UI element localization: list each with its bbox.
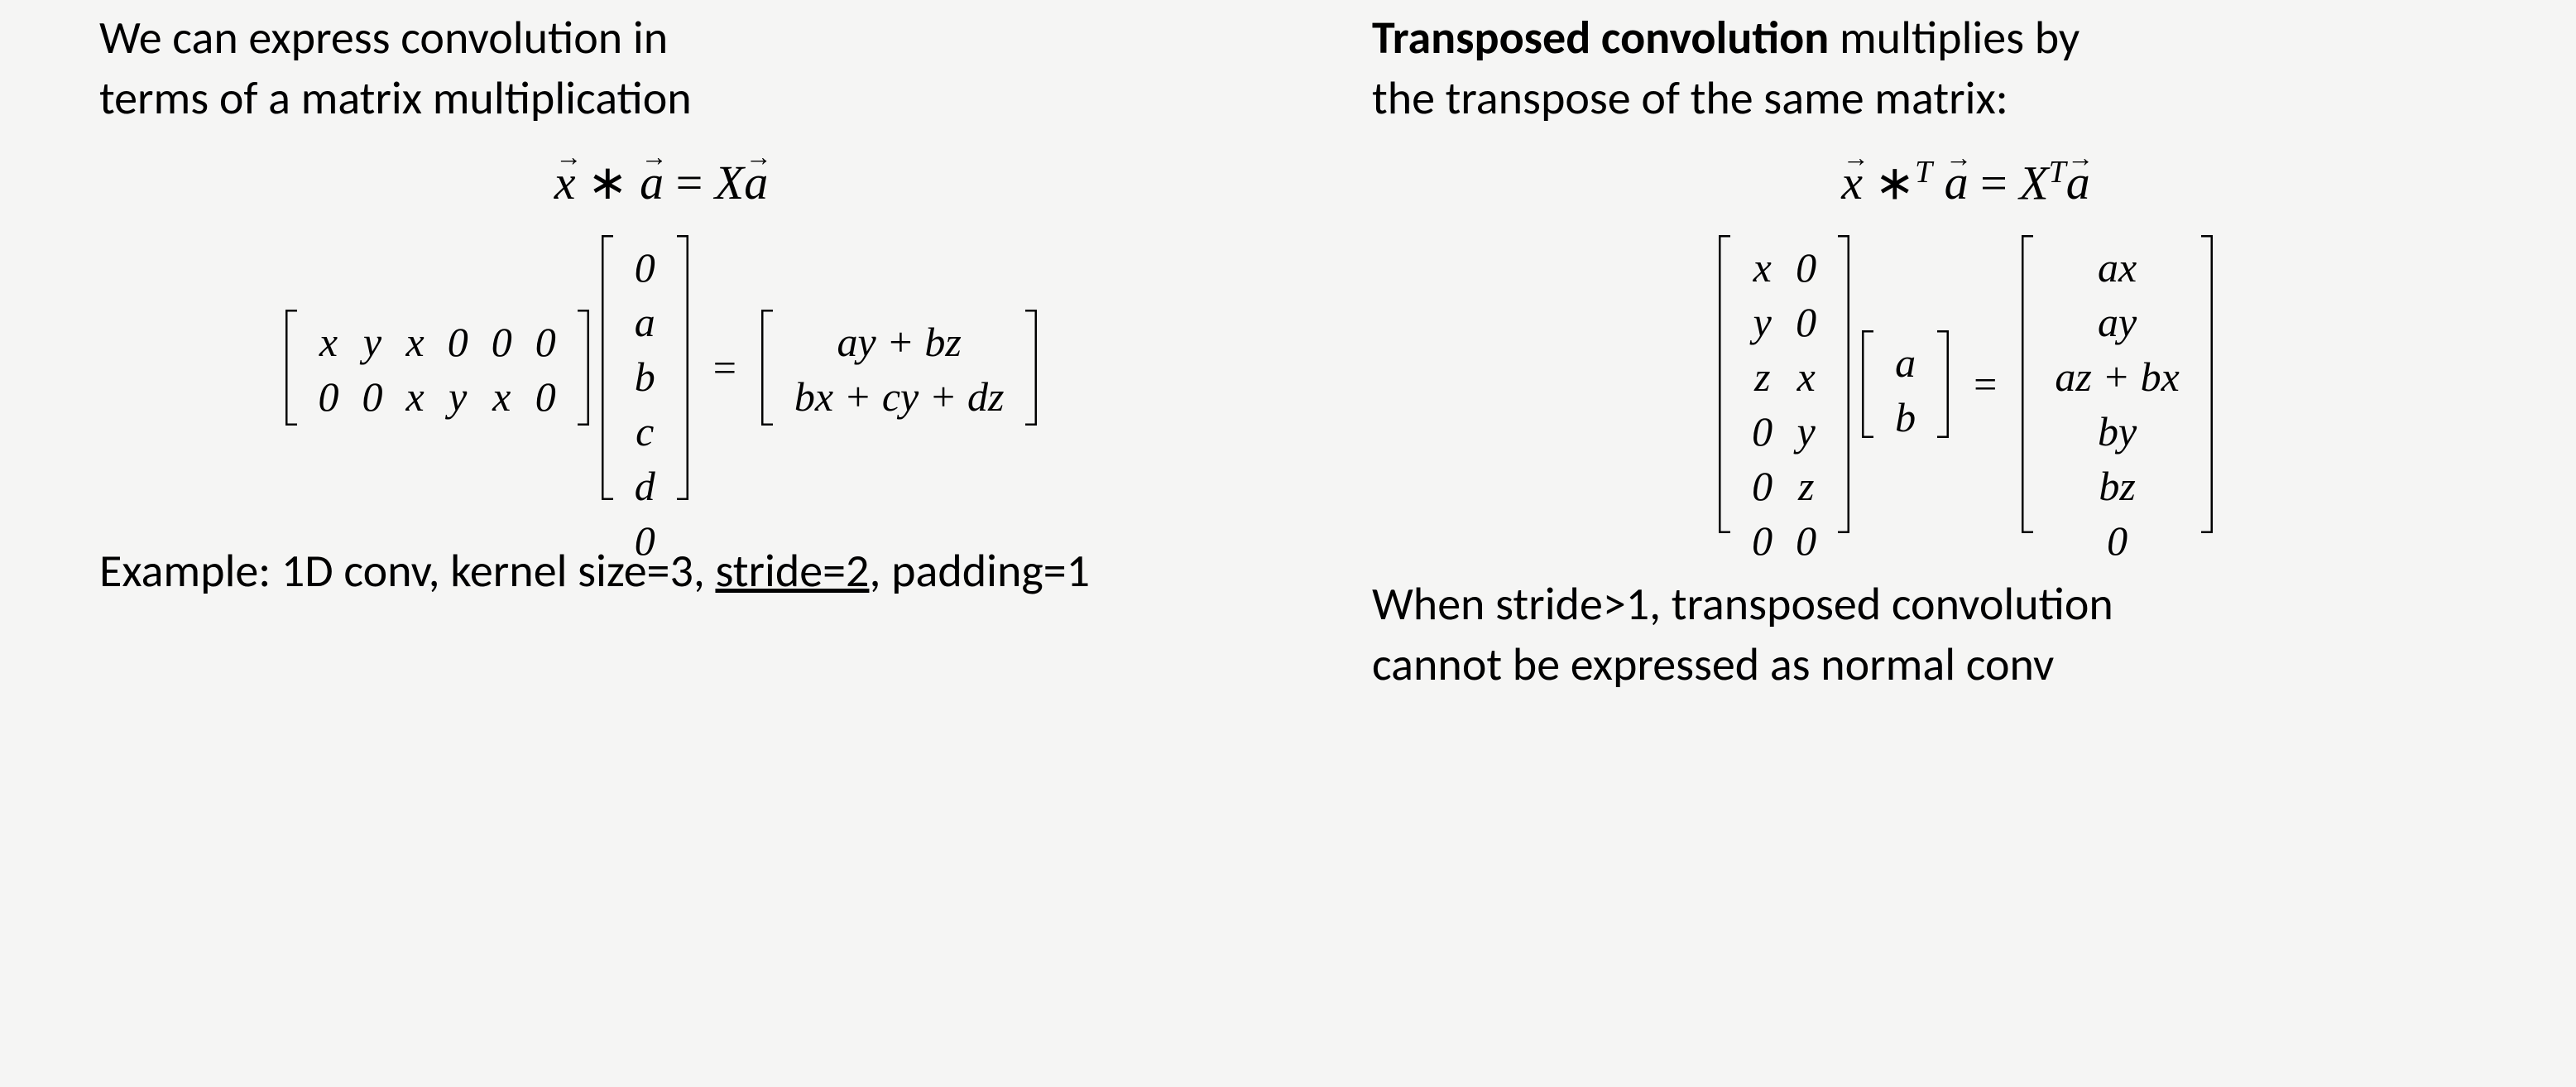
matrix-cell: 0 (524, 369, 568, 424)
right-intro-bold: Transposed convolution (1372, 10, 1829, 66)
vec-x: x (554, 155, 576, 210)
matrix-cell: x (1742, 240, 1783, 295)
matrix-X-r: X (2019, 156, 2048, 209)
left-footer-underlined: stride=2 (715, 543, 869, 599)
matrix-cell: a (623, 295, 667, 349)
matrix-cell: a (1883, 335, 1927, 390)
right-matrix-equation: x0y0zx0y0z00 ab = axayaz + bxbybz0 (1372, 235, 2559, 533)
sup-T-2: T (2049, 155, 2066, 190)
matrix-cell: b (623, 349, 667, 404)
left-intro-line2: terms of a matrix multiplication (99, 70, 692, 127)
matrix-cell: d (623, 459, 667, 513)
right-footer: When stride>1, transposed convolution ca… (1372, 575, 2559, 695)
conv-op-r: ∗ (1874, 156, 1915, 209)
eq-sign-r: = (1980, 156, 2008, 209)
matrix-cell: bx + cy + dz (783, 369, 1016, 424)
matrix-cell: x (308, 315, 349, 369)
left-intro-line1: We can express convolution in (99, 10, 668, 66)
matrix-cell: c (624, 404, 665, 459)
matrix-cell: ax (2086, 240, 2148, 295)
matrix-cell: x (481, 369, 522, 424)
matrix-cell: 0 (1784, 513, 1828, 568)
matrix-a-vec: 0abcd0 (602, 235, 688, 500)
matrix-cell: 0 (436, 315, 480, 369)
matrix-X: X (715, 156, 744, 209)
left-matrix-equation: xyx00000xyx0 0abcd0 = ay + bzbx + cy + d… (17, 235, 1306, 500)
matrix-cell: ay + bz (825, 315, 972, 369)
matrix-cell: 0 (1740, 459, 1784, 513)
right-footer-line2: cannot be expressed as normal conv (1372, 637, 2054, 693)
right-intro-line2: the transpose of the same matrix: (1372, 70, 2008, 127)
matrix-XT-big: x0y0zx0y0z00 (1719, 235, 1849, 533)
left-footer-prefix: Example: 1D conv, kernel size=3, (99, 543, 715, 599)
matrix-cell: 0 (307, 369, 351, 424)
right-footer-line1: When stride>1, transposed convolution (1372, 576, 2113, 632)
left-inline-equation: x ∗ a = Xa (17, 154, 1306, 210)
left-footer-suffix: , padding=1 (869, 543, 1090, 599)
matrix-cell: 0 (1784, 240, 1828, 295)
matrix-cell: 0 (1740, 513, 1784, 568)
matrix-cell: y (352, 315, 393, 369)
matrix-cell: 0 (623, 240, 667, 295)
matrix-cell: 0 (1784, 295, 1828, 349)
left-column: We can express convolution in terms of a… (17, 8, 1339, 1079)
eq-sign: = (676, 156, 703, 209)
matrix-cell: z (1787, 459, 1825, 513)
vec-a-r: a (1945, 155, 1969, 210)
matrix-cell: x (1786, 349, 1827, 404)
vec-x-r: x (1841, 155, 1863, 210)
matrix-cell: z (1743, 349, 1782, 404)
matrix-cell: 0 (351, 369, 395, 424)
matrix-cell: ay (2086, 295, 2148, 349)
matrix-cell: 0 (1740, 404, 1784, 459)
vec-a: a (640, 155, 664, 210)
matrix-X-big: xyx00000xyx0 (285, 310, 589, 426)
eq-sign-matrix: = (701, 344, 749, 392)
matrix-cell: az + bx (2043, 349, 2190, 404)
matrix-cell: y (1786, 404, 1827, 459)
eq-sign-matrix-r: = (1961, 360, 2009, 408)
matrix-cell: 0 (480, 315, 524, 369)
right-intro-rest1: multiplies by (1829, 10, 2080, 66)
matrix-result-right: axayaz + bxbybz0 (2022, 235, 2212, 533)
vec-a-2: a (744, 155, 768, 210)
matrix-cell: b (1883, 390, 1927, 445)
right-intro: Transposed convolution multiplies by the… (1372, 8, 2559, 129)
matrix-cell: 0 (524, 315, 568, 369)
right-inline-equation: x ∗T a = XTa (1372, 154, 2559, 210)
sup-T-1: T (1915, 155, 1932, 190)
matrix-cell: x (395, 369, 436, 424)
left-footer: Example: 1D conv, kernel size=3, stride=… (17, 541, 1306, 602)
matrix-cell: y (1742, 295, 1783, 349)
matrix-cell: x (395, 315, 436, 369)
vec-a-r2: a (2066, 155, 2090, 210)
matrix-cell: 0 (2095, 513, 2139, 568)
left-intro: We can express convolution in terms of a… (17, 8, 1306, 129)
matrix-result-left: ay + bzbx + cy + dz (761, 310, 1038, 426)
matrix-cell: bz (2087, 459, 2147, 513)
right-column: Transposed convolution multiplies by the… (1339, 8, 2559, 1079)
matrix-cell: by (2086, 404, 2148, 459)
matrix-cell: y (437, 369, 478, 424)
matrix-ab-vec: ab (1862, 330, 1949, 438)
conv-op: ∗ (588, 156, 628, 209)
